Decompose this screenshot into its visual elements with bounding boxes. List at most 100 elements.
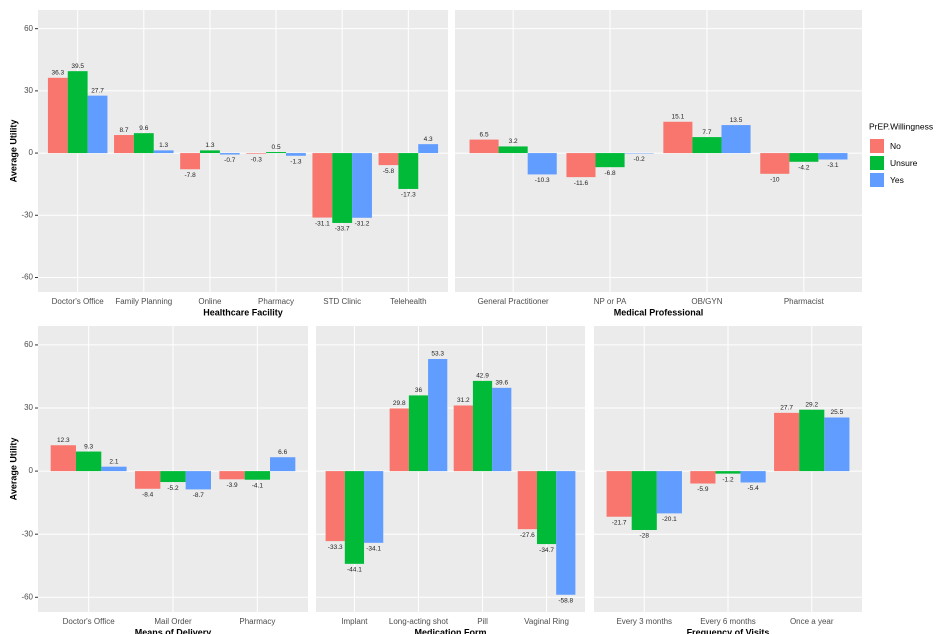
value-label: -5.4 bbox=[748, 485, 760, 492]
y-tick-label: -60 bbox=[21, 592, 33, 601]
bar bbox=[527, 153, 557, 175]
y-tick-label: 30 bbox=[24, 86, 33, 95]
legend-label: No bbox=[890, 141, 901, 151]
bar bbox=[352, 153, 372, 218]
value-label: -6.8 bbox=[604, 170, 616, 177]
value-label: -1.2 bbox=[722, 476, 734, 483]
bar bbox=[47, 77, 68, 154]
y-tick-label: 60 bbox=[24, 24, 33, 33]
x-axis-title: Medication Form bbox=[414, 627, 486, 634]
value-label: -27.6 bbox=[520, 532, 535, 539]
value-label: -34.1 bbox=[366, 546, 381, 553]
value-label: 29.2 bbox=[805, 401, 818, 408]
bar bbox=[153, 150, 174, 154]
value-label: -44.1 bbox=[347, 567, 362, 574]
value-label: 4.3 bbox=[424, 136, 433, 143]
value-label: -3.9 bbox=[226, 482, 238, 489]
y-axis-title: Average Utility bbox=[8, 438, 18, 501]
bar bbox=[219, 153, 240, 155]
bar bbox=[219, 471, 245, 480]
value-label: -4.1 bbox=[252, 482, 264, 489]
value-label: 9.3 bbox=[84, 443, 93, 450]
bar bbox=[606, 471, 632, 517]
bar bbox=[428, 359, 448, 472]
legend-key bbox=[870, 139, 884, 153]
bar bbox=[536, 471, 557, 545]
value-label: -0.7 bbox=[224, 157, 236, 164]
panel-background bbox=[316, 326, 585, 612]
bar bbox=[818, 153, 848, 160]
bar bbox=[492, 387, 512, 472]
value-label: -17.3 bbox=[401, 192, 416, 199]
x-tick-label: Pharmacist bbox=[784, 297, 825, 306]
value-label: 31.2 bbox=[457, 397, 470, 404]
x-axis-title: Means of Delivery bbox=[135, 627, 212, 634]
x-axis-title: Frequency of Visits bbox=[687, 627, 770, 634]
bar bbox=[50, 445, 76, 472]
bar bbox=[244, 471, 271, 480]
legend-label: Unsure bbox=[890, 158, 918, 168]
value-label: -10 bbox=[770, 177, 780, 184]
value-label: 2.1 bbox=[109, 458, 118, 465]
bar bbox=[453, 405, 473, 472]
bar bbox=[160, 471, 186, 483]
bar bbox=[408, 395, 429, 472]
value-label: -5.8 bbox=[383, 168, 395, 175]
bar bbox=[312, 153, 333, 218]
value-label: 29.8 bbox=[393, 400, 406, 407]
x-tick-label: NP or PA bbox=[594, 297, 627, 306]
bar bbox=[799, 409, 825, 472]
bar bbox=[690, 471, 716, 484]
value-label: 39.5 bbox=[71, 63, 84, 70]
value-label: -8.7 bbox=[193, 492, 205, 499]
x-tick-label: Once a year bbox=[790, 617, 834, 626]
bar bbox=[325, 471, 345, 542]
y-tick-label: -30 bbox=[21, 529, 33, 538]
x-tick-label: Doctor's Office bbox=[52, 297, 105, 306]
value-label: 13.5 bbox=[730, 117, 743, 124]
bar bbox=[344, 471, 365, 564]
x-axis-title: Healthcare Facility bbox=[203, 307, 283, 317]
x-tick-label: Online bbox=[198, 297, 222, 306]
value-label: 1.3 bbox=[205, 142, 214, 149]
bar bbox=[135, 471, 161, 489]
y-tick-label: 30 bbox=[24, 403, 33, 412]
value-label: -21.7 bbox=[612, 519, 627, 526]
bar bbox=[566, 153, 596, 178]
value-label: -11.6 bbox=[574, 180, 589, 187]
value-label: 42.9 bbox=[476, 373, 489, 380]
value-label: -20.1 bbox=[662, 516, 677, 523]
y-tick-label: -30 bbox=[21, 210, 33, 219]
bar bbox=[101, 466, 127, 472]
value-label: -31.1 bbox=[315, 220, 330, 227]
bar bbox=[67, 71, 88, 154]
value-label: 53.3 bbox=[431, 351, 444, 358]
bar bbox=[740, 471, 766, 483]
x-tick-label: OB/GYN bbox=[691, 297, 722, 306]
bar bbox=[692, 137, 722, 154]
y-tick-label: 0 bbox=[29, 148, 34, 157]
value-label: 8.7 bbox=[119, 127, 128, 134]
value-label: 15.1 bbox=[672, 113, 685, 120]
x-tick-label: Implant bbox=[341, 617, 368, 626]
value-label: -10.3 bbox=[535, 177, 550, 184]
value-label: -0.3 bbox=[251, 156, 263, 163]
value-label: 25.5 bbox=[831, 409, 844, 416]
bar bbox=[517, 471, 537, 530]
value-label: 7.7 bbox=[702, 129, 711, 136]
value-label: -28 bbox=[640, 533, 650, 540]
bar bbox=[378, 153, 399, 166]
bar bbox=[721, 125, 751, 154]
bar bbox=[774, 412, 800, 472]
bar bbox=[246, 153, 267, 154]
x-tick-label: Every 6 months bbox=[700, 617, 756, 626]
legend-title: PrEP.Willingness bbox=[869, 121, 933, 131]
bar bbox=[332, 153, 353, 223]
bar bbox=[87, 95, 108, 154]
bar bbox=[266, 152, 286, 154]
y-tick-label: 0 bbox=[29, 466, 34, 475]
bar bbox=[418, 144, 439, 154]
value-label: -3.1 bbox=[827, 162, 839, 169]
bar bbox=[200, 150, 220, 154]
value-label: -31.2 bbox=[355, 220, 370, 227]
